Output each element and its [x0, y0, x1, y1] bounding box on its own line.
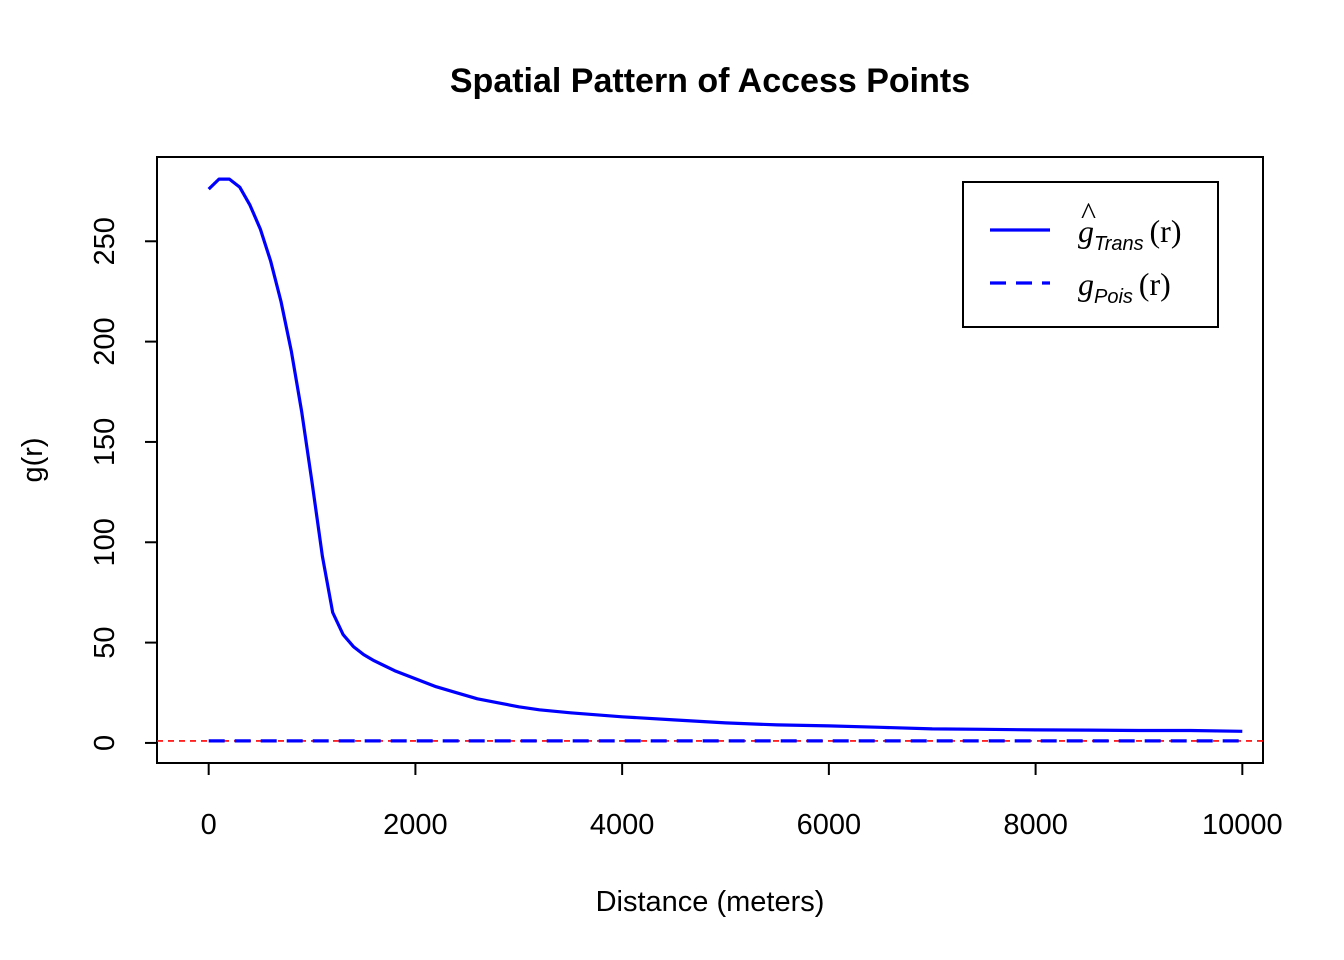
y-tick-label: 0	[89, 735, 121, 751]
legend-symbol: g	[1078, 266, 1094, 302]
y-axis-label: g(r)	[17, 437, 49, 482]
y-tick-label: 250	[89, 217, 121, 265]
y-tick-label: 150	[89, 418, 121, 466]
legend-box	[962, 181, 1219, 328]
legend-entry-trans: g^Trans (r)	[1078, 195, 1181, 255]
x-axis: 0 2000 4000 6000 8000 10000	[201, 763, 1283, 841]
chart-title: Spatial Pattern of Access Points	[450, 62, 970, 100]
legend-hat: ^	[1081, 195, 1096, 231]
legend-entry-pois: g Pois (r)	[1078, 266, 1171, 308]
legend-symbol: g	[1078, 213, 1094, 249]
x-tick-label: 10000	[1202, 809, 1283, 841]
x-axis-label: Distance (meters)	[596, 886, 825, 918]
y-tick-label: 100	[89, 518, 121, 566]
x-tick-label: 2000	[383, 809, 448, 841]
plot-area	[157, 177, 1263, 743]
x-tick-label: 8000	[1003, 809, 1068, 841]
x-tick-label: 6000	[797, 809, 862, 841]
plot-frame	[156, 156, 1264, 764]
x-tick-label: 0	[201, 809, 217, 841]
legend-subscript: Trans	[1094, 233, 1144, 255]
y-axis: 0 50 100 150 200 250	[89, 217, 157, 751]
y-tick-label: 200	[89, 317, 121, 365]
y-tick-label: 50	[89, 626, 121, 658]
x-tick-label: 4000	[590, 809, 655, 841]
legend-argument: (r)	[1139, 266, 1171, 302]
series-line-trans	[207, 177, 1243, 733]
legend-subscript: Pois	[1094, 286, 1133, 308]
legend-argument: (r)	[1150, 213, 1182, 249]
legend: g^Trans (r)g Pois (r)	[962, 181, 1219, 328]
